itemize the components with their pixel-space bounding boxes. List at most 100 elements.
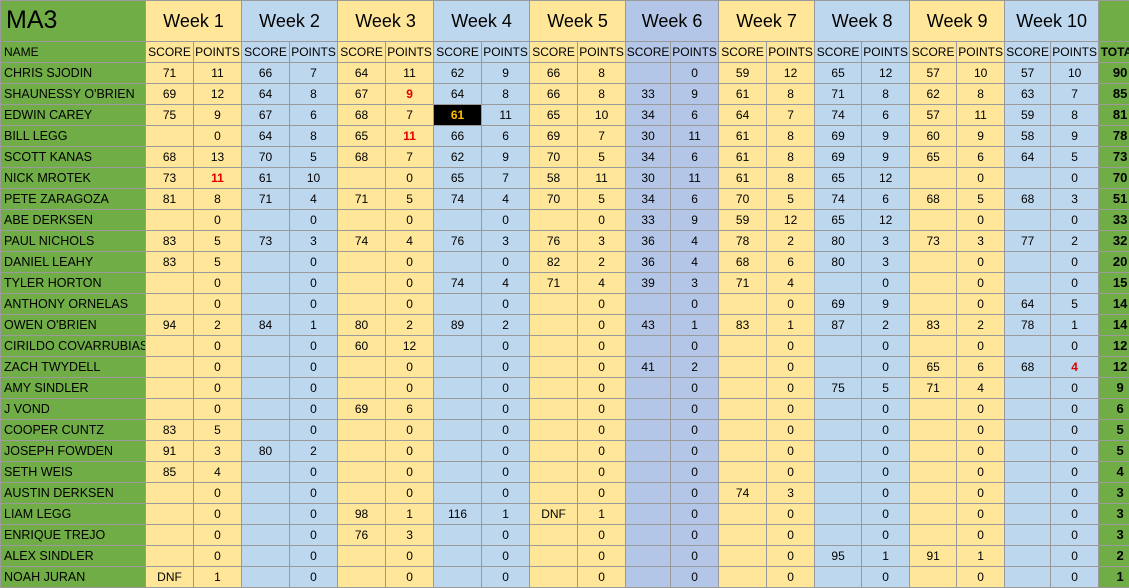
score-cell [719,378,767,399]
points-cell: 2 [482,315,530,336]
points-cell: 0 [482,441,530,462]
score-cell: 65 [815,63,862,84]
score-cell [530,210,578,231]
score-cell: 69 [815,126,862,147]
score-cell: 68 [146,147,194,168]
score-cell: 75 [815,378,862,399]
points-cell: 0 [386,378,434,399]
points-cell: 2 [290,441,338,462]
points-cell: 0 [671,546,719,567]
points-cell: 0 [862,462,910,483]
total-cell: 6 [1099,399,1129,420]
score-cell [242,399,290,420]
score-cell [146,294,194,315]
points-cell: 3 [1051,189,1099,210]
points-cell: 0 [290,357,338,378]
points-cell: 3 [386,525,434,546]
score-cell: 64 [1005,147,1051,168]
score-cell: 30 [626,168,671,189]
week-header-5: Week 5 [530,1,626,42]
points-cell: 0 [1051,483,1099,504]
points-cell: 5 [1051,147,1099,168]
points-cell: 0 [671,525,719,546]
points-cell: 8 [578,84,626,105]
points-cell: 0 [862,357,910,378]
points-cell: 0 [290,504,338,525]
points-cell: 4 [767,273,815,294]
score-cell [910,210,957,231]
score-cell [530,441,578,462]
score-cell [434,294,482,315]
points-cell: 0 [578,567,626,588]
score-cell [146,483,194,504]
total-cell: 5 [1099,420,1129,441]
points-cell: 0 [1051,504,1099,525]
score-cell: 39 [626,273,671,294]
score-cell: 71 [530,273,578,294]
points-cell: 4 [482,189,530,210]
points-cell: 0 [957,462,1005,483]
points-cell: 0 [862,441,910,462]
score-cell [530,420,578,441]
points-cell: 1 [767,315,815,336]
total-header-spacer [1099,1,1129,42]
points-cell: 4 [671,231,719,252]
score-cell [1005,378,1051,399]
score-cell: 61 [242,168,290,189]
points-cell: 0 [1051,441,1099,462]
total-cell: 12 [1099,336,1129,357]
score-cell [910,462,957,483]
score-cell: 60 [910,126,957,147]
points-cell: 0 [386,294,434,315]
score-cell [910,567,957,588]
score-cell [530,315,578,336]
points-cell: 0 [578,399,626,420]
player-name: JOSEPH FOWDEN [1,441,146,462]
points-cell: 0 [194,357,242,378]
score-cell: 70 [242,147,290,168]
points-cell: 0 [957,525,1005,546]
score-cell: 78 [1005,315,1051,336]
score-column-header: SCORE [626,42,671,63]
week-header-9: Week 9 [910,1,1005,42]
score-cell: 68 [910,189,957,210]
score-cell: 64 [719,105,767,126]
points-cell: 7 [578,126,626,147]
total-cell: 78 [1099,126,1129,147]
score-cell [1005,483,1051,504]
points-cell: 10 [957,63,1005,84]
total-column-header: TOTAL [1099,42,1129,63]
score-cell: 65 [910,147,957,168]
week-header-3: Week 3 [338,1,434,42]
points-cell: 0 [290,483,338,504]
points-cell: 6 [671,189,719,210]
score-cell [338,273,386,294]
score-cell [1005,462,1051,483]
score-cell [626,483,671,504]
score-column-header: SCORE [338,42,386,63]
points-cell: 0 [482,567,530,588]
score-cell: 89 [434,315,482,336]
points-cell: 9 [671,84,719,105]
points-cell: 1 [862,546,910,567]
points-cell: 3 [194,441,242,462]
points-cell: 11 [194,63,242,84]
score-cell: 80 [242,441,290,462]
points-column-header: POINTS [194,42,242,63]
score-cell: 74 [719,483,767,504]
points-column-header: POINTS [386,42,434,63]
points-cell: 0 [386,357,434,378]
points-cell: 8 [482,84,530,105]
score-cell [242,252,290,273]
points-cell: 5 [1051,294,1099,315]
points-cell: 2 [386,315,434,336]
points-cell: 0 [862,399,910,420]
score-cell: 63 [1005,84,1051,105]
score-cell: 66 [530,84,578,105]
score-cell: 80 [815,252,862,273]
total-cell: 15 [1099,273,1129,294]
